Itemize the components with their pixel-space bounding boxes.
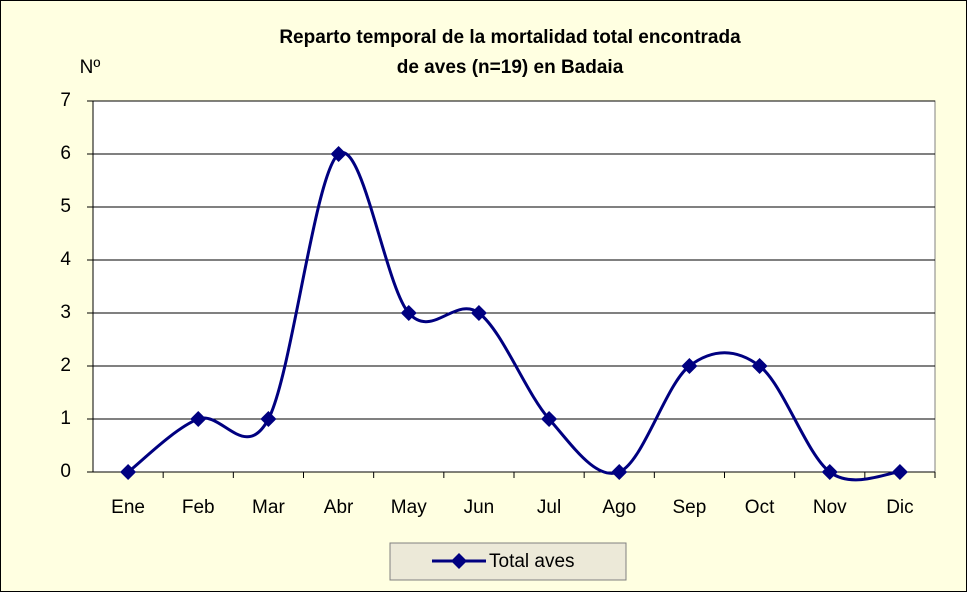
marker <box>751 358 768 374</box>
x-tick-label: Dic <box>886 497 913 518</box>
x-tick-label: Mar <box>252 497 285 518</box>
x-tick-label: Feb <box>182 497 215 518</box>
plot-area <box>92 100 936 473</box>
marker <box>821 464 838 480</box>
y-tick-label: 1 <box>60 408 71 429</box>
marker <box>260 411 277 427</box>
marker <box>681 358 698 374</box>
y-axis-label: Nº <box>80 57 101 78</box>
x-tick-label: Abr <box>324 497 354 518</box>
x-tick-label: Oct <box>745 497 775 518</box>
legend-marker <box>451 553 467 569</box>
x-tick-label: Ago <box>602 497 636 518</box>
chart-title: de aves (n=19) en Badaia <box>397 57 624 78</box>
legend-label: Total aves <box>489 551 575 572</box>
y-tick-label: 3 <box>60 302 71 323</box>
marker <box>190 411 207 427</box>
x-tick-label: Jun <box>464 497 495 518</box>
x-tick-label: Nov <box>813 497 847 518</box>
y-tick-label: 7 <box>60 90 71 111</box>
marker <box>611 464 628 480</box>
marker <box>120 464 137 480</box>
marker <box>400 305 417 321</box>
y-tick-label: 4 <box>60 249 71 270</box>
marker <box>330 146 347 162</box>
x-tick-label: May <box>391 497 427 518</box>
marker <box>541 411 558 427</box>
chart-title: Reparto temporal de la mortalidad total … <box>279 27 741 48</box>
x-tick-label: Ene <box>111 497 145 518</box>
y-tick-label: 6 <box>60 143 71 164</box>
y-tick-label: 5 <box>60 196 71 217</box>
marker <box>470 305 487 321</box>
marker <box>891 464 908 480</box>
y-tick-label: 2 <box>60 355 71 376</box>
x-tick-label: Jul <box>537 497 561 518</box>
x-tick-label: Sep <box>673 497 707 518</box>
y-tick-label: 0 <box>60 461 71 482</box>
legend <box>389 542 627 581</box>
